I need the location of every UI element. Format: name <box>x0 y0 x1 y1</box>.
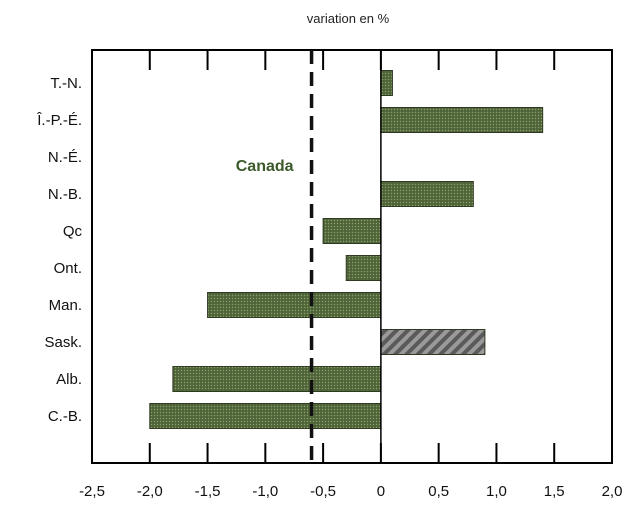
category-label: Alb. <box>56 371 82 388</box>
category-label: Î.-P.-É. <box>36 112 82 129</box>
category-label: Sask. <box>44 334 82 351</box>
x-tick-label: 1,5 <box>544 483 565 500</box>
category-label: N.-É. <box>48 149 82 166</box>
bars-layer <box>149 70 544 429</box>
reference-line-layer: Canada <box>236 50 314 463</box>
bar <box>380 329 486 355</box>
category-label: Qc <box>63 223 83 240</box>
x-tick-label: -1,0 <box>252 483 278 500</box>
bar <box>149 403 382 429</box>
x-tick-label: -0,5 <box>310 483 336 500</box>
x-tick-label: -2,5 <box>79 483 105 500</box>
x-tick-label: 1,0 <box>486 483 507 500</box>
category-label: Ont. <box>54 260 82 277</box>
bar <box>380 181 474 207</box>
x-axis-ticks: -2,5 -2,0 -1,5 -1,0 -0,5 0 0,5 1,0 1,5 2,0 <box>79 50 622 500</box>
category-label: C.-B. <box>48 408 82 425</box>
bar <box>322 218 382 244</box>
bar <box>380 70 393 96</box>
bar <box>207 292 382 318</box>
chart-title: variation en % <box>307 11 390 26</box>
reference-line-label: Canada <box>236 158 294 175</box>
category-labels: T.-N. Î.-P.-É. N.-É. N.-B. Qc Ont. Man. Sask. Al… <box>36 75 82 425</box>
category-label: Man. <box>49 297 82 314</box>
x-tick-label: 0 <box>377 483 385 500</box>
category-label: T.-N. <box>50 75 82 92</box>
x-tick-label: -2,0 <box>137 483 163 500</box>
category-label: N.-B. <box>48 186 82 203</box>
bar <box>380 107 544 133</box>
bar <box>172 366 382 392</box>
plot-frame <box>91 49 613 464</box>
x-tick-label: -1,5 <box>195 483 221 500</box>
x-tick-label: 0,5 <box>428 483 449 500</box>
bar <box>345 255 382 281</box>
x-tick-label: 2,0 <box>602 483 623 500</box>
